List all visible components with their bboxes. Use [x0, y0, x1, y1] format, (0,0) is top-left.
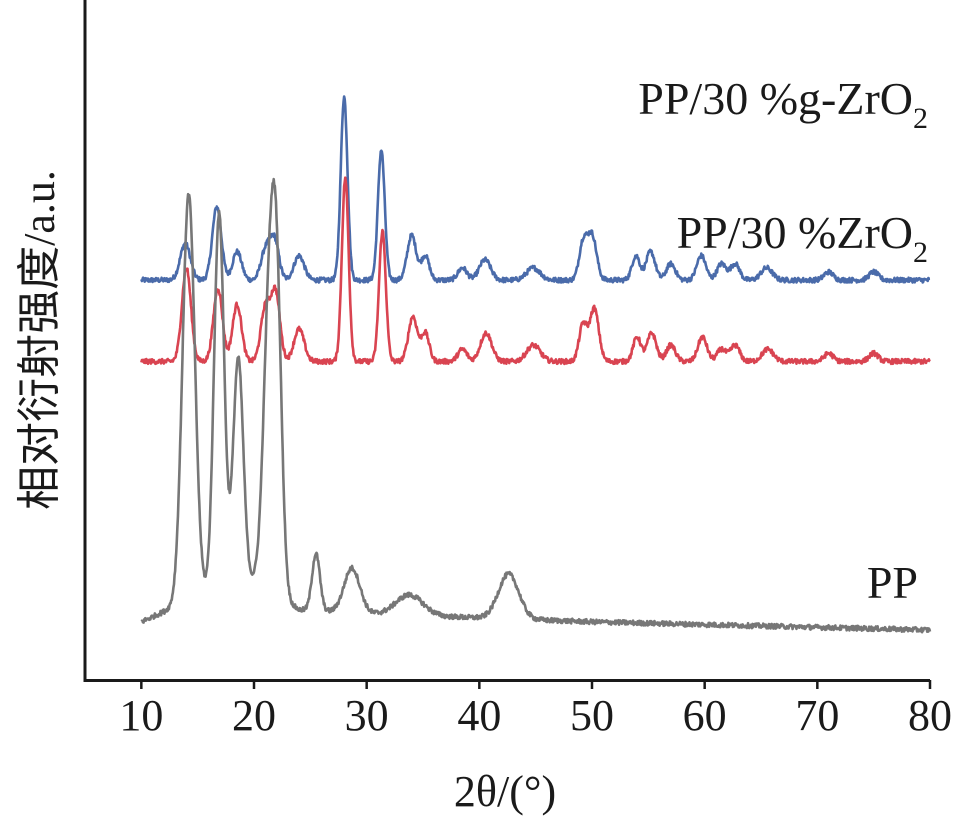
x-axis-title: 2θ/(°)	[454, 767, 556, 816]
series-label-3: PP	[867, 557, 918, 608]
series-line-1	[140, 95, 931, 284]
series-label-1: PP/30 %g-ZrO2	[638, 73, 928, 135]
series-labels: PP/30 %g-ZrO2 PP/30 %ZrO2 PP	[638, 73, 928, 608]
x-tick-label: 10	[119, 691, 163, 740]
series-layer	[140, 95, 932, 634]
x-tick-label: 80	[908, 691, 952, 740]
axes	[83, 0, 930, 682]
series-label-2: PP/30 %ZrO2	[677, 207, 928, 269]
series-line-2	[140, 176, 931, 366]
series-label-subscript: 2	[913, 102, 928, 135]
x-ticks: 10 20 30 40 50 60 70 80	[119, 680, 952, 740]
series-line-3	[140, 177, 932, 634]
x-tick-label: 20	[232, 691, 276, 740]
series-label-subscript: 2	[913, 236, 928, 269]
x-tick-label: 40	[457, 691, 501, 740]
x-tick-label: 70	[795, 691, 839, 740]
y-axis-title: 相对衍射强度/a.u.	[15, 170, 64, 510]
x-tick-label: 50	[570, 691, 614, 740]
x-tick-label: 30	[345, 691, 389, 740]
x-tick-label: 60	[683, 691, 727, 740]
